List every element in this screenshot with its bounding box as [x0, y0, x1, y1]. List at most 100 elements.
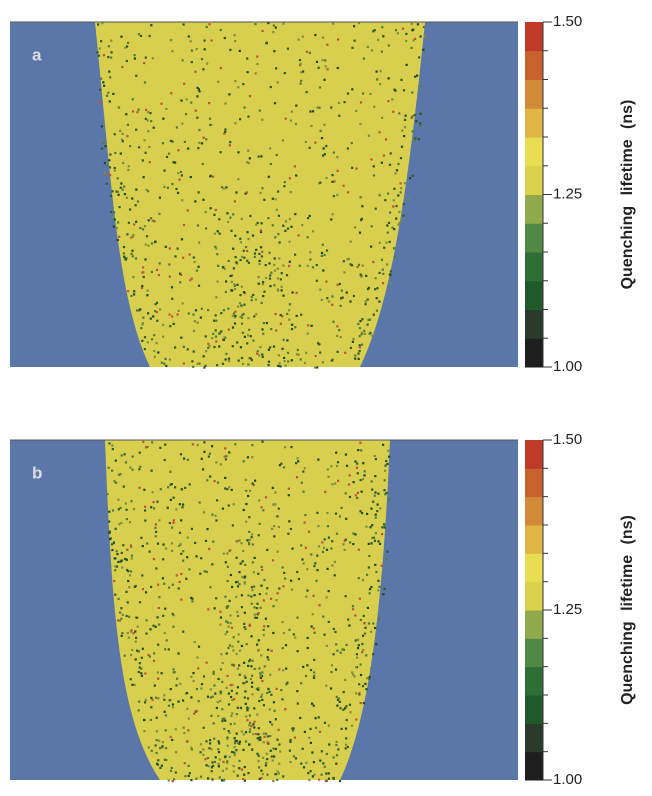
speckle — [260, 506, 263, 509]
speckle — [261, 440, 264, 443]
speckle — [361, 318, 364, 321]
speckle — [189, 40, 192, 43]
speckle — [307, 530, 311, 533]
speckle — [384, 469, 387, 472]
speckle — [355, 692, 358, 695]
speckle — [138, 662, 141, 665]
speckle — [108, 510, 111, 513]
speckle — [112, 92, 115, 95]
speckle — [344, 678, 347, 681]
speckle — [231, 326, 235, 329]
speckle — [345, 718, 348, 722]
speckle — [238, 664, 241, 667]
speckle — [240, 217, 243, 220]
speckle — [183, 82, 186, 85]
speckle — [130, 252, 133, 255]
speckle — [334, 668, 338, 671]
speckle — [144, 701, 147, 704]
speckle — [323, 538, 326, 541]
speckle — [131, 255, 134, 258]
speckle — [422, 48, 425, 51]
speckle — [253, 594, 256, 597]
speckle — [164, 714, 168, 717]
colorbar-segment — [525, 610, 543, 639]
speckle — [242, 312, 245, 316]
speckle — [416, 23, 419, 26]
speckle — [344, 707, 347, 710]
speckle — [101, 22, 104, 25]
speckle — [110, 51, 113, 54]
colorbar-segment — [525, 496, 543, 526]
speckle — [107, 45, 110, 48]
speckle — [239, 241, 242, 244]
speckle — [117, 508, 120, 511]
speckle — [316, 554, 319, 557]
speckle — [274, 718, 277, 721]
speckle — [195, 777, 198, 780]
speckle — [297, 353, 300, 356]
speckle — [389, 274, 392, 277]
speckle — [222, 779, 225, 782]
speckle — [233, 288, 237, 291]
speckle — [211, 513, 214, 516]
speckle — [196, 86, 199, 89]
speckle — [125, 518, 128, 521]
speckle — [301, 35, 304, 38]
speckle — [336, 698, 340, 701]
speckle — [246, 161, 249, 164]
speckle — [226, 579, 229, 583]
speckle — [419, 124, 422, 127]
speckle — [164, 443, 167, 446]
speckle — [240, 316, 244, 319]
speckle — [380, 258, 384, 261]
speckle — [121, 132, 124, 135]
speckle — [130, 554, 134, 557]
speckle — [231, 289, 234, 292]
speckle — [391, 98, 394, 101]
speckle — [287, 351, 290, 354]
speckle — [169, 483, 172, 486]
speckle — [230, 488, 233, 491]
speckle — [265, 732, 268, 735]
speckle — [144, 243, 147, 246]
speckle — [273, 257, 276, 260]
speckle — [168, 521, 171, 525]
speckle — [219, 692, 222, 695]
speckle — [192, 329, 196, 332]
speckle — [358, 231, 362, 234]
speckle — [316, 106, 319, 109]
speckle — [294, 326, 297, 329]
speckle — [113, 580, 116, 583]
speckle — [366, 677, 369, 680]
speckle — [154, 535, 157, 538]
speckle — [149, 317, 152, 320]
speckle — [310, 324, 313, 327]
speckle — [119, 473, 122, 476]
speckle — [225, 686, 228, 689]
speckle — [238, 539, 241, 542]
speckle — [153, 507, 156, 510]
speckle — [103, 84, 106, 87]
speckle — [245, 489, 248, 492]
speckle — [236, 686, 239, 689]
speckle — [245, 246, 248, 249]
speckle — [280, 272, 283, 275]
speckle — [145, 188, 148, 191]
speckle — [198, 141, 201, 144]
speckle — [120, 551, 123, 554]
speckle — [349, 263, 352, 266]
speckle — [286, 47, 289, 50]
speckle — [362, 648, 365, 652]
speckle — [250, 586, 253, 589]
speckle — [356, 647, 360, 650]
speckle — [215, 247, 218, 250]
speckle — [155, 342, 158, 345]
speckle — [174, 161, 177, 164]
speckle — [163, 758, 166, 761]
speckle — [368, 554, 371, 558]
speckle — [116, 553, 119, 556]
speckle — [190, 61, 193, 64]
speckle — [127, 290, 130, 293]
speckle — [164, 357, 167, 360]
speckle — [371, 488, 374, 491]
